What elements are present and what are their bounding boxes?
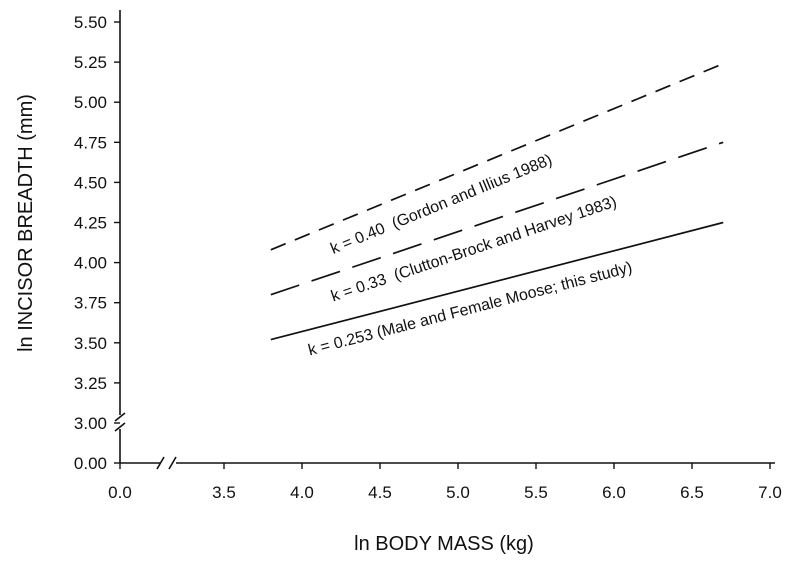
y-tick-label: 3.25: [74, 374, 107, 393]
y-tick-label: 5.00: [74, 93, 107, 112]
x-tick-label: 7.0: [758, 483, 782, 502]
axes: [114, 10, 775, 470]
y-tick-label: 4.50: [74, 173, 107, 192]
annotations: k = 0.40 (Gordon and Illius 1988)k = 0.3…: [307, 152, 635, 360]
y-tick-label: 3.75: [74, 294, 107, 313]
x-tick-label: 4.5: [368, 483, 392, 502]
y-axis-title: ln INCISOR BREADTH (mm): [15, 94, 37, 352]
series-annotation-3: k = 0.253 (Male and Female Moose; this s…: [307, 259, 635, 359]
series-line-3: [270, 221, 724, 341]
x-tick-label: 3.5: [212, 483, 236, 502]
y-tick-label: 0.00: [74, 454, 107, 473]
x-tick-label: 5.5: [524, 483, 548, 502]
y-tick-label: 3.00: [74, 414, 107, 433]
y-axis-break-mark: [114, 422, 126, 432]
x-ticks: 0.0 3.5 4.0 4.5 5.0 5.5 6.0 6.5 7.0: [108, 463, 782, 502]
x-tick-label: 0.0: [108, 483, 132, 502]
x-tick-label: 4.0: [290, 483, 314, 502]
x-tick-label: 5.0: [446, 483, 470, 502]
y-tick-label: 3.50: [74, 334, 107, 353]
y-tick-label: 4.75: [74, 133, 107, 152]
x-axis-title: ln BODY MASS (kg): [354, 533, 534, 555]
y-tick-label: 5.25: [74, 53, 107, 72]
series-group: [270, 62, 724, 341]
x-axis-break-mark: [168, 456, 177, 470]
y-axis-break-mark: [114, 412, 126, 422]
series-line-2: [270, 141, 724, 296]
y-tick-label: 4.00: [74, 254, 107, 273]
y-tick-label: 4.25: [74, 214, 107, 233]
x-tick-label: 6.5: [680, 483, 704, 502]
x-tick-label: 6.0: [602, 483, 626, 502]
y-tick-label: 5.50: [74, 13, 107, 32]
series-line-1: [270, 62, 724, 251]
x-axis-break-mark: [156, 456, 165, 470]
y-ticks: 0.00 3.00 3.25 3.50 3.75 4.00 4.25 4.50 4.75 5.00…: [74, 13, 120, 473]
